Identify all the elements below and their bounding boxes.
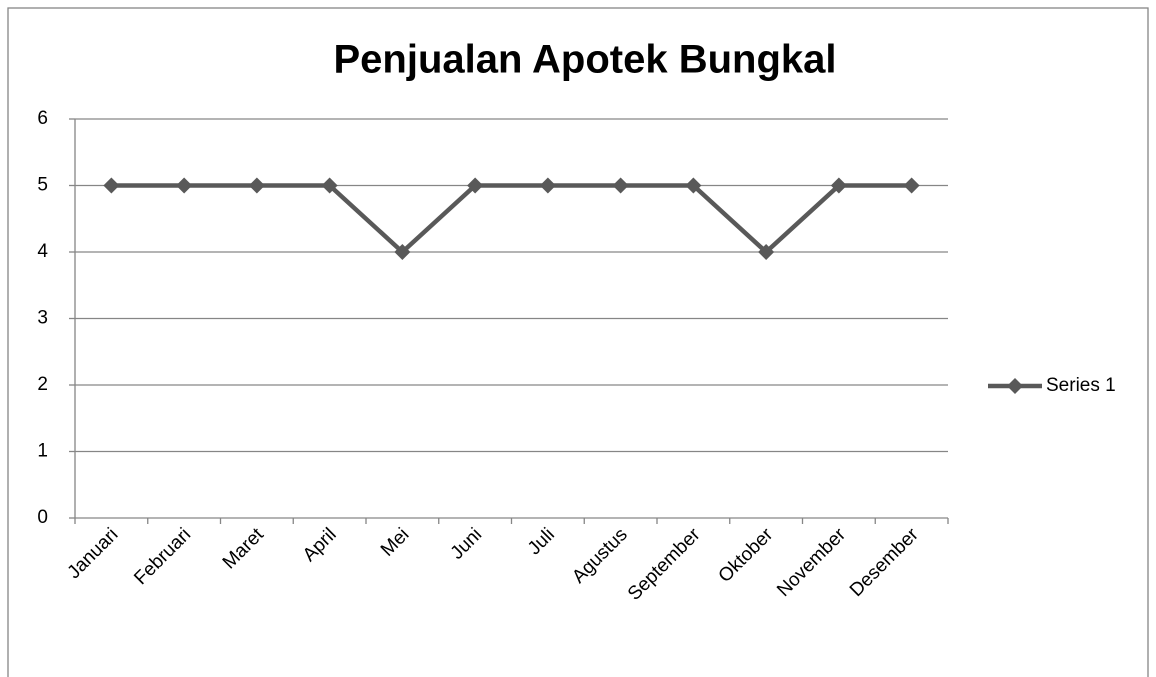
- marker: [903, 177, 920, 194]
- marker: [103, 177, 120, 194]
- x-tick-label: Agustus: [568, 524, 631, 587]
- y-tick-label: 5: [37, 175, 48, 196]
- marker: [685, 177, 702, 194]
- x-tick-label: Desember: [846, 524, 923, 601]
- marker: [321, 177, 338, 194]
- x-tick-label: Mei: [377, 524, 414, 561]
- y-tick-label: 6: [37, 108, 48, 129]
- x-tick-label: Oktober: [715, 524, 778, 587]
- x-tick-label: Maret: [219, 524, 269, 574]
- x-tick-label: September: [624, 524, 705, 605]
- x-tick-label: Februari: [130, 524, 195, 589]
- series-line: [111, 183, 912, 255]
- x-tick-label: Januari: [64, 524, 123, 583]
- x-tick-label: April: [299, 524, 341, 566]
- y-tick-label: 1: [37, 441, 48, 462]
- marker: [248, 177, 265, 194]
- y-tick-label: 3: [37, 308, 48, 329]
- x-tick-label: Juni: [447, 524, 486, 563]
- y-tick-label: 0: [37, 507, 48, 528]
- x-tick-label: Juli: [524, 524, 559, 559]
- marker: [758, 244, 775, 260]
- legend-marker: [1007, 378, 1023, 394]
- chart-border: [7, 7, 1149, 677]
- y-tick-label: 4: [37, 241, 48, 262]
- marker: [830, 177, 847, 194]
- marker: [539, 177, 556, 194]
- x-tick-label: November: [773, 524, 850, 601]
- marker: [176, 177, 193, 194]
- legend-label: Series 1: [1046, 375, 1116, 396]
- marker: [612, 177, 629, 194]
- chart-title: Penjualan Apotek Bungkal: [333, 38, 836, 82]
- marker: [467, 177, 484, 194]
- marker: [394, 244, 411, 260]
- y-tick-label: 2: [37, 374, 48, 395]
